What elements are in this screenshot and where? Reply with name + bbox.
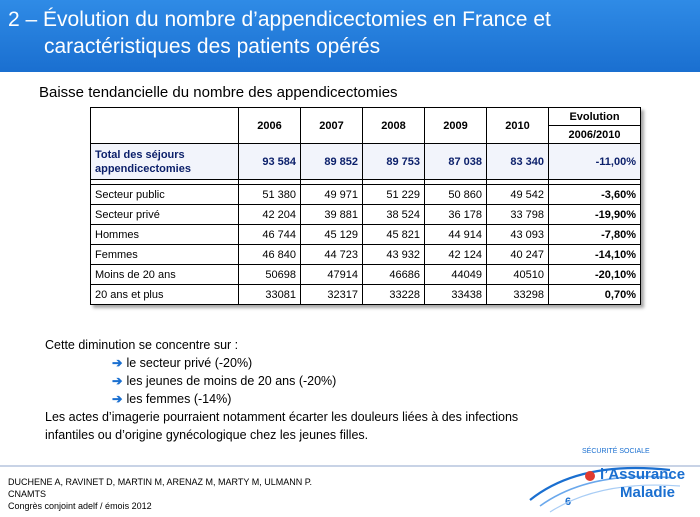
table-cell-evolution: -7,80% — [548, 224, 641, 245]
bullet-text: le secteur privé (-20%) — [126, 356, 253, 370]
header-year: 2006 — [238, 107, 301, 144]
row-label: 20 ans et plus — [90, 284, 239, 305]
table-row: Secteur privé 42 204 39 881 38 524 36 17… — [90, 204, 641, 225]
table-subtitle: Baisse tendancielle du nombre des append… — [39, 84, 398, 101]
table-row: Secteur public 51 380 49 971 51 229 50 8… — [90, 184, 641, 205]
table-cell: 33228 — [362, 284, 425, 305]
logo-text-line-2: Maladie — [620, 484, 676, 501]
table-cell: 89 852 — [300, 143, 363, 180]
table-cell: 87 038 — [424, 143, 487, 180]
body-intro: Cette diminution se concentre sur : — [45, 338, 239, 352]
table-cell: 40510 — [486, 264, 549, 285]
table-cell: 45 821 — [362, 224, 425, 245]
table-cell: 44 914 — [424, 224, 487, 245]
arrow-right-icon: ➔ — [112, 374, 123, 388]
logo-tagline: SÉCURITÉ SOCIALE — [582, 448, 650, 455]
table-cell: 43 932 — [362, 244, 425, 265]
header-evolution-period: 2006/2010 — [548, 125, 641, 144]
table-cell: 33438 — [424, 284, 487, 305]
header-evolution: Evolution — [548, 107, 641, 126]
row-label: Hommes — [90, 224, 239, 245]
footer-org: CNAMTS — [8, 489, 46, 499]
row-label: Moins de 20 ans — [90, 264, 239, 285]
arrow-right-icon: ➔ — [112, 392, 123, 406]
table-cell: 49 971 — [300, 184, 363, 205]
bullet-text: les jeunes de moins de 20 ans (-20%) — [126, 374, 337, 388]
table-cell: 33 798 — [486, 204, 549, 225]
table-cell: 50698 — [238, 264, 301, 285]
row-label: Secteur public — [90, 184, 239, 205]
table-cell: 46 840 — [238, 244, 301, 265]
header-year: 2007 — [300, 107, 363, 144]
row-label: Femmes — [90, 244, 239, 265]
header-year: 2008 — [362, 107, 425, 144]
table-cell: 89 753 — [362, 143, 425, 180]
body-paragraph-line-1: Les actes d’imagerie pourraient notammen… — [45, 410, 519, 424]
table-row: 20 ans et plus 33081 32317 33228 33438 3… — [90, 284, 641, 305]
table-cell-evolution: -3,60% — [548, 184, 641, 205]
table-cell: 93 584 — [238, 143, 301, 180]
table-cell: 36 178 — [424, 204, 487, 225]
table-cell-evolution: -11,00% — [548, 143, 641, 180]
arrow-right-icon: ➔ — [112, 356, 123, 370]
table-cell-evolution: -19,90% — [548, 204, 641, 225]
table-cell: 32317 — [300, 284, 363, 305]
bullet-item: ➔ les jeunes de moins de 20 ans (-20%) — [45, 372, 518, 390]
table-cell: 38 524 — [362, 204, 425, 225]
bullet-item: ➔ le secteur privé (-20%) — [45, 354, 518, 372]
table-row: Hommes 46 744 45 129 45 821 44 914 43 09… — [90, 224, 641, 245]
total-label-line-1: Total des séjours — [95, 148, 185, 161]
title-line-2: caractéristiques des patients opérés — [44, 35, 381, 58]
title-line-1: 2 – Évolution du nombre d’appendicectomi… — [8, 8, 551, 31]
header-empty-cell — [90, 107, 239, 144]
table-cell: 46 744 — [238, 224, 301, 245]
body-paragraph-line-2: infantiles ou d’origine gynécologique ch… — [45, 428, 369, 442]
table-cell: 50 860 — [424, 184, 487, 205]
assurance-maladie-logo-icon — [529, 466, 681, 513]
table-cell: 51 229 — [362, 184, 425, 205]
table-cell: 51 380 — [238, 184, 301, 205]
table-header-row: 2006 2007 2008 2009 2010 Evolution — [90, 107, 641, 144]
table-cell: 43 093 — [486, 224, 549, 245]
table-row-total: Total des séjours appendicectomies 93 58… — [90, 143, 641, 180]
appendectomy-table: 2006 2007 2008 2009 2010 Evolution 2006/… — [90, 107, 641, 305]
table-cell: 44049 — [424, 264, 487, 285]
footer-event: Congrès conjoint adelf / émois 2012 — [8, 501, 152, 511]
row-label: Secteur privé — [90, 204, 239, 225]
table-cell: 42 204 — [238, 204, 301, 225]
bullet-text: les femmes (-14%) — [126, 392, 232, 406]
footer-divider — [0, 465, 700, 467]
row-label-total: Total des séjours appendicectomies — [90, 143, 239, 180]
footer: DUCHENE A, RAVINET D, MARTIN M, ARENAZ M… — [8, 476, 312, 512]
body-text: Cette diminution se concentre sur : ➔ le … — [45, 336, 518, 444]
table-cell: 83 340 — [486, 143, 549, 180]
footer-authors: DUCHENE A, RAVINET D, MARTIN M, ARENAZ M… — [8, 477, 313, 487]
logo-text-line-1: l’Assurance — [600, 466, 686, 483]
header-year: 2010 — [486, 107, 549, 144]
table-cell: 42 124 — [424, 244, 487, 265]
header-year: 2009 — [424, 107, 487, 144]
table-cell-evolution: -14,10% — [548, 244, 641, 265]
title-bar: 2 – Évolution du nombre d’appendicectomi… — [0, 0, 700, 72]
table-cell: 40 247 — [486, 244, 549, 265]
table-cell: 33081 — [238, 284, 301, 305]
total-label-line-2: appendicectomies — [95, 162, 191, 175]
table-cell: 47914 — [300, 264, 363, 285]
bullet-item: ➔ les femmes (-14%) — [45, 390, 518, 408]
table-row: Femmes 46 840 44 723 43 932 42 124 40 24… — [90, 244, 641, 265]
table-cell: 33298 — [486, 284, 549, 305]
table-cell: 49 542 — [486, 184, 549, 205]
table-cell: 45 129 — [300, 224, 363, 245]
table-cell-evolution: -20,10% — [548, 264, 641, 285]
table-cell: 44 723 — [300, 244, 363, 265]
table-cell: 46686 — [362, 264, 425, 285]
table-cell-evolution: 0,70% — [548, 284, 641, 305]
table-cell: 39 881 — [300, 204, 363, 225]
table-row: Moins de 20 ans 50698 47914 46686 44049 … — [90, 264, 641, 285]
